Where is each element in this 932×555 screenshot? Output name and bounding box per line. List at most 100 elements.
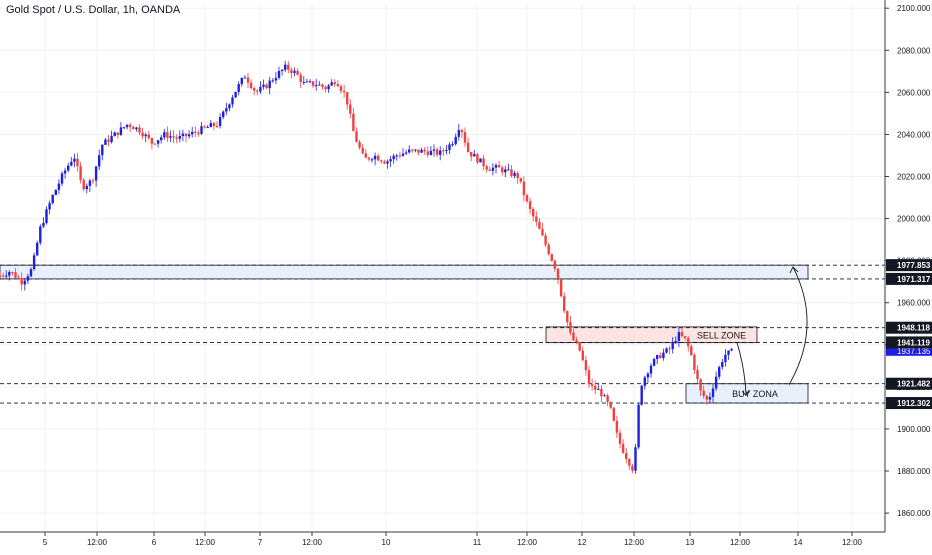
candle-up bbox=[718, 367, 721, 377]
candle-down bbox=[680, 332, 684, 337]
candle-up bbox=[479, 158, 482, 163]
candle-down bbox=[411, 149, 414, 151]
arrow-up-head bbox=[789, 266, 799, 274]
candle-up bbox=[494, 165, 498, 168]
candle-down bbox=[584, 360, 588, 371]
candle-down bbox=[138, 127, 141, 133]
candle-up bbox=[42, 222, 45, 227]
zone-label-buy: BUY ZONA bbox=[732, 389, 778, 399]
candle-down bbox=[290, 69, 293, 74]
candle-down bbox=[600, 388, 603, 397]
candle-down bbox=[194, 131, 197, 133]
level-badge bbox=[886, 377, 932, 390]
candle-up bbox=[169, 136, 172, 138]
candle-up bbox=[70, 161, 73, 166]
candle-up bbox=[597, 388, 600, 390]
x-tick-label: 12:00 bbox=[842, 538, 863, 547]
candle-up bbox=[231, 97, 234, 105]
candle-down bbox=[153, 143, 157, 145]
candle-down bbox=[563, 296, 566, 312]
chart-title: Gold Spot / U.S. Dollar, 1h, OANDA bbox=[6, 4, 181, 16]
candle-up bbox=[724, 354, 727, 362]
candle-down bbox=[20, 278, 23, 285]
candle-up bbox=[637, 404, 640, 448]
y-tick-label: 1960.000 bbox=[897, 299, 931, 308]
y-tick-label: 2080.000 bbox=[897, 46, 931, 55]
candle-down bbox=[615, 420, 619, 433]
x-axis: 5 12:00 6 12:00 7 12:00 10 11 12:00 12 12:00 13 12:0… bbox=[0, 531, 932, 550]
candle-down bbox=[358, 142, 361, 148]
candle-up bbox=[473, 154, 476, 157]
candle-down bbox=[253, 88, 256, 91]
candle-up bbox=[451, 144, 454, 146]
candle-down bbox=[150, 138, 154, 144]
candle-down bbox=[587, 370, 591, 385]
candle-down bbox=[296, 70, 299, 75]
candle-down bbox=[166, 132, 169, 138]
candle-down bbox=[544, 235, 547, 245]
candle-down bbox=[172, 136, 175, 138]
candles bbox=[0, 60, 733, 474]
candle-down bbox=[687, 338, 690, 347]
candle-up bbox=[234, 91, 237, 98]
candle-up bbox=[513, 173, 516, 176]
candle-down bbox=[609, 401, 612, 408]
candle-up bbox=[144, 134, 147, 137]
candle-down bbox=[184, 133, 188, 137]
candle-down bbox=[693, 354, 696, 370]
candle-up bbox=[271, 80, 274, 82]
candle-up bbox=[677, 332, 681, 342]
level-badge bbox=[886, 272, 932, 285]
candle-up bbox=[274, 77, 278, 81]
candle-up bbox=[187, 134, 191, 137]
level-badge-label: 1912.302 bbox=[897, 399, 931, 408]
candle-up bbox=[414, 149, 417, 151]
candle-up bbox=[125, 124, 129, 128]
arrows bbox=[736, 266, 808, 396]
x-tick-label: 7 bbox=[258, 538, 263, 547]
x-tick-label: 12:00 bbox=[730, 538, 751, 547]
candle-down bbox=[553, 260, 557, 269]
candle-down bbox=[470, 152, 473, 157]
candle-up bbox=[401, 153, 405, 156]
candle-down bbox=[1, 275, 5, 277]
y-tick-label: 2040.000 bbox=[897, 130, 931, 139]
candle-down bbox=[482, 158, 485, 167]
candle-down bbox=[538, 221, 541, 229]
candle-down bbox=[423, 149, 426, 152]
candle-up bbox=[445, 149, 448, 152]
candle-up bbox=[714, 376, 718, 389]
candle-down bbox=[287, 64, 290, 70]
candle-up bbox=[98, 155, 101, 167]
candle-up bbox=[649, 365, 653, 374]
candle-down bbox=[339, 86, 343, 91]
candle-down bbox=[532, 208, 535, 217]
candle-down bbox=[606, 395, 609, 402]
candle-down bbox=[516, 173, 519, 179]
candle-up bbox=[160, 137, 163, 141]
candle-down bbox=[398, 155, 402, 157]
candle-up bbox=[200, 126, 203, 134]
candle-up bbox=[643, 377, 646, 386]
candle-up bbox=[29, 269, 33, 277]
candle-up bbox=[439, 150, 442, 155]
candle-up bbox=[122, 127, 126, 129]
candle-down bbox=[442, 150, 445, 152]
candle-up bbox=[243, 77, 247, 79]
candle-up bbox=[5, 275, 8, 277]
candle-down bbox=[380, 160, 383, 162]
x-tick-label: 12:00 bbox=[195, 538, 216, 547]
current-price-badge bbox=[886, 345, 932, 356]
candle-down bbox=[547, 244, 550, 255]
candle-down bbox=[246, 77, 250, 83]
candle-down bbox=[82, 179, 85, 190]
y-tick-label: 2060.000 bbox=[897, 88, 931, 97]
candle-down bbox=[336, 84, 340, 87]
candle-up bbox=[448, 144, 451, 150]
candle-down bbox=[535, 216, 538, 222]
candle-up bbox=[222, 111, 225, 118]
zone-resistance bbox=[0, 264, 809, 280]
candle-up bbox=[432, 149, 436, 151]
